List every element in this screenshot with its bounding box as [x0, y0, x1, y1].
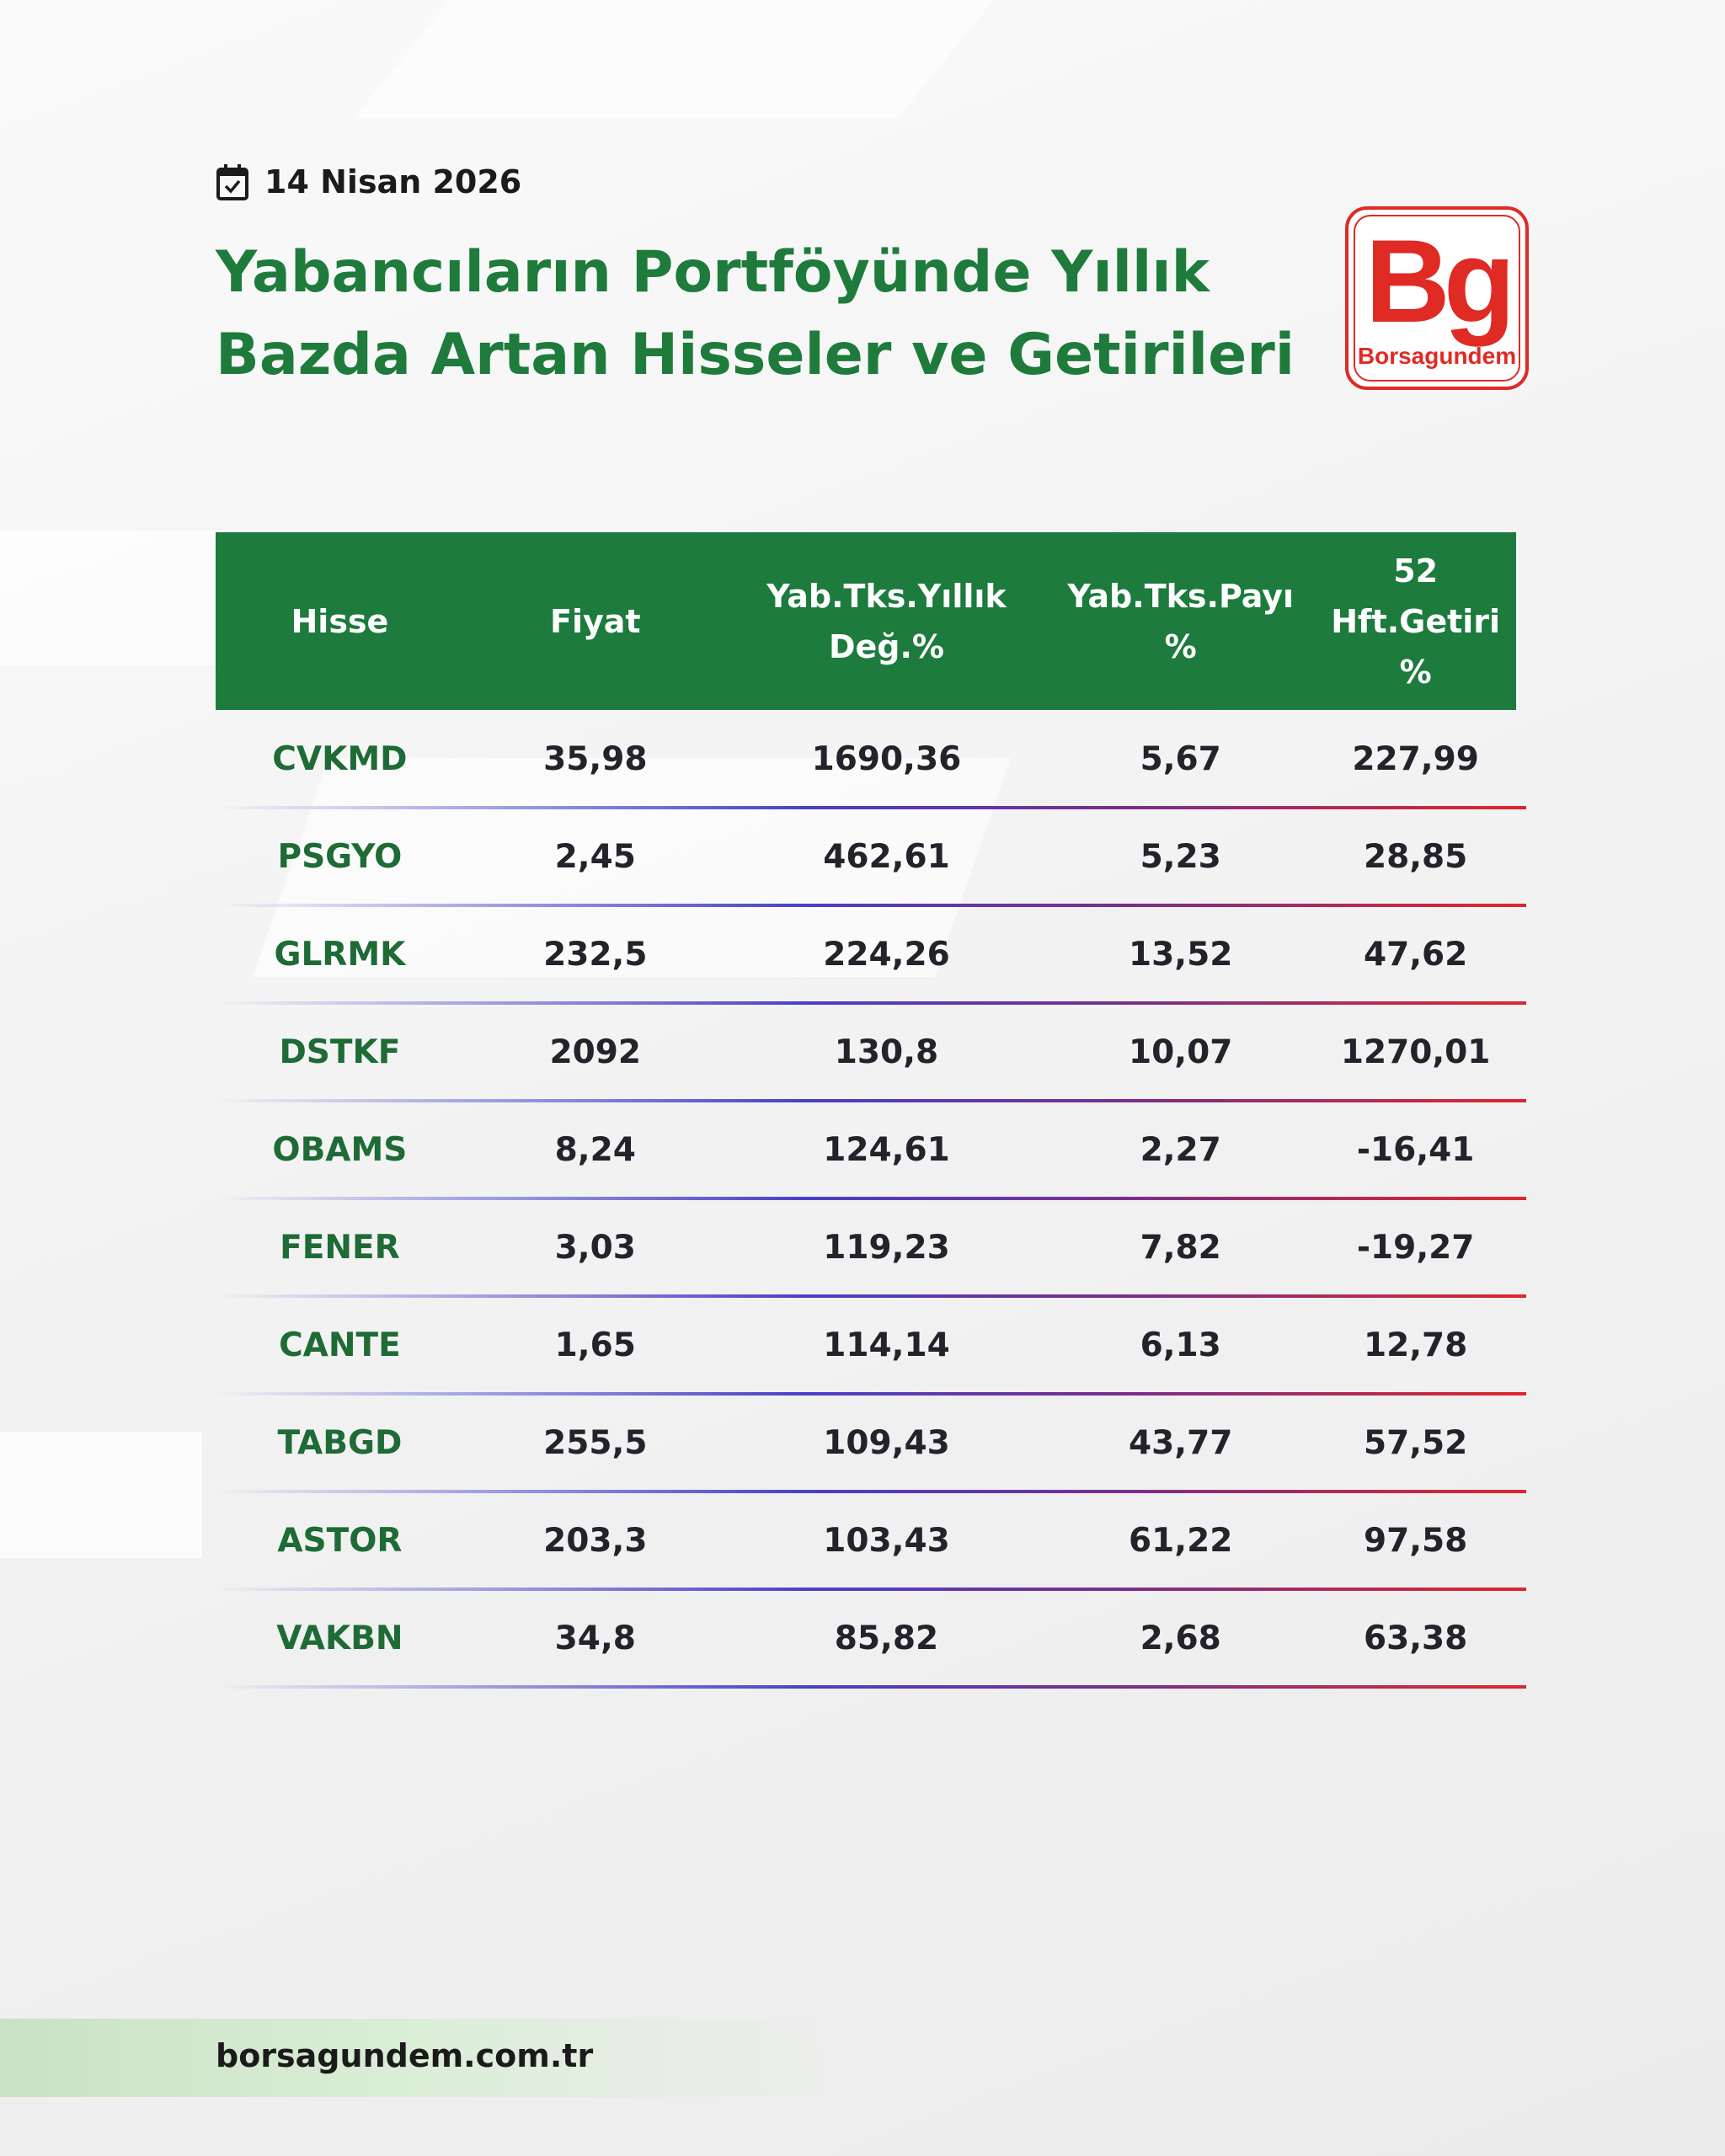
- background-shape: [253, 758, 1011, 977]
- cell-value: 5,67: [1140, 739, 1221, 778]
- cell-value: 35,98: [543, 739, 648, 778]
- cell-value: 47,62: [1363, 935, 1468, 974]
- cell-value: 2,68: [1140, 1619, 1221, 1657]
- cell-value: 109,43: [823, 1423, 950, 1462]
- row-divider: [216, 806, 1526, 809]
- cell-value: 224,26: [823, 935, 950, 974]
- footer-url: borsagundem.com.tr: [216, 2037, 594, 2074]
- table-row: GLRMK 232,5 224,26 13,52 47,62: [216, 905, 1516, 1003]
- stock-code: VAKBN: [276, 1619, 403, 1657]
- background-shape: [354, 0, 994, 118]
- table-row: VAKBN 34,8 85,82 2,68 63,38: [216, 1589, 1516, 1687]
- page-title: Yabancıların Portföyünde Yıllık Bazda Ar…: [216, 239, 1295, 388]
- row-divider: [216, 1197, 1526, 1200]
- cell-value: 61,22: [1129, 1521, 1233, 1560]
- row-divider: [216, 1392, 1526, 1396]
- cell-value: 13,52: [1129, 935, 1233, 974]
- borsagundem-logo: Bg Borsagundem: [1345, 206, 1529, 390]
- table-row: FENER 3,03 119,23 7,82 -19,27: [216, 1198, 1516, 1296]
- cell-value: 2092: [549, 1033, 642, 1071]
- table-row: ASTOR 203,3 103,43 61,22 97,58: [216, 1492, 1516, 1589]
- cell-value: 1270,01: [1340, 1033, 1491, 1071]
- date: 14 Nisan 2026: [216, 163, 521, 201]
- cell-value: 232,5: [543, 935, 648, 974]
- cell-value: 63,38: [1363, 1619, 1468, 1657]
- cell-value: 1,65: [554, 1326, 636, 1364]
- row-divider: [216, 1099, 1526, 1102]
- stock-code: CVKMD: [272, 739, 408, 778]
- date-text: 14 Nisan 2026: [264, 163, 522, 200]
- row-divider: [216, 1588, 1526, 1591]
- logo-name: Borsagundem: [1357, 343, 1517, 369]
- cell-value: 119,23: [823, 1228, 950, 1267]
- cell-value: 6,13: [1140, 1326, 1221, 1364]
- table-row: CVKMD 35,98 1690,36 5,67 227,99: [216, 710, 1516, 808]
- background-shape: [0, 1432, 202, 1558]
- background-shape: [0, 531, 219, 665]
- cell-value: 203,3: [543, 1521, 648, 1560]
- cell-value: 255,5: [543, 1423, 648, 1462]
- cell-value: -16,41: [1356, 1130, 1475, 1169]
- column-header: Yab.Tks.Yıllık Değ.%: [726, 532, 1047, 710]
- cell-value: -19,27: [1356, 1228, 1475, 1267]
- cell-value: 12,78: [1363, 1326, 1468, 1364]
- row-divider: [216, 1294, 1526, 1298]
- table-row: OBAMS 8,24 124,61 2,27 -16,41: [216, 1101, 1516, 1198]
- cell-value: 3,03: [554, 1228, 636, 1267]
- cell-value: 43,77: [1129, 1423, 1233, 1462]
- row-divider: [216, 1685, 1526, 1689]
- calendar-check-icon: [216, 164, 248, 200]
- stock-code: CANTE: [279, 1326, 401, 1364]
- cell-value: 130,8: [834, 1033, 939, 1071]
- stock-code: GLRMK: [274, 935, 406, 974]
- cell-value: 2,27: [1140, 1130, 1221, 1169]
- cell-value: 2,45: [554, 837, 636, 876]
- cell-value: 1690,36: [811, 739, 962, 778]
- column-header: 52 Hft.Getiri %: [1315, 532, 1516, 710]
- table-row: TABGD 255,5 109,43 43,77 57,52: [216, 1394, 1516, 1492]
- cell-value: 57,52: [1363, 1423, 1468, 1462]
- row-divider: [216, 904, 1526, 907]
- column-header: Yab.Tks.Payı %: [1046, 532, 1316, 710]
- table-row: DSTKF 2092 130,8 10,07 1270,01: [216, 1003, 1516, 1101]
- cell-value: 34,8: [554, 1619, 636, 1657]
- cell-value: 85,82: [834, 1619, 939, 1657]
- cell-value: 124,61: [823, 1130, 950, 1169]
- cell-value: 5,23: [1140, 837, 1221, 876]
- logo-mark: Bg: [1365, 215, 1516, 347]
- stock-code: TABGD: [277, 1423, 403, 1462]
- table-row: CANTE 1,65 114,14 6,13 12,78: [216, 1296, 1516, 1394]
- stock-code: OBAMS: [272, 1130, 408, 1169]
- stock-code: FENER: [280, 1228, 400, 1267]
- cell-value: 10,07: [1129, 1033, 1233, 1071]
- stock-code: DSTKF: [279, 1033, 401, 1071]
- cell-value: 7,82: [1140, 1228, 1221, 1267]
- cell-value: 28,85: [1363, 837, 1468, 876]
- row-divider: [216, 1490, 1526, 1493]
- cell-value: 114,14: [823, 1326, 950, 1364]
- cell-value: 462,61: [823, 837, 950, 876]
- cell-value: 227,99: [1352, 739, 1479, 778]
- stock-code: ASTOR: [277, 1521, 403, 1560]
- column-header: Fiyat: [463, 532, 727, 710]
- table-row: PSGYO 2,45 462,61 5,23 28,85: [216, 808, 1516, 905]
- stock-code: PSGYO: [277, 837, 403, 876]
- column-header: Hisse: [216, 532, 464, 710]
- footer-band: borsagundem.com.tr: [0, 2019, 842, 2097]
- stocks-table: Hisse Fiyat Yab.Tks.Yıllık Değ.% Yab.Tks.Pa…: [216, 532, 1516, 1687]
- row-divider: [216, 1001, 1526, 1005]
- cell-value: 97,58: [1363, 1521, 1468, 1560]
- cell-value: 8,24: [554, 1130, 636, 1169]
- cell-value: 103,43: [823, 1521, 950, 1560]
